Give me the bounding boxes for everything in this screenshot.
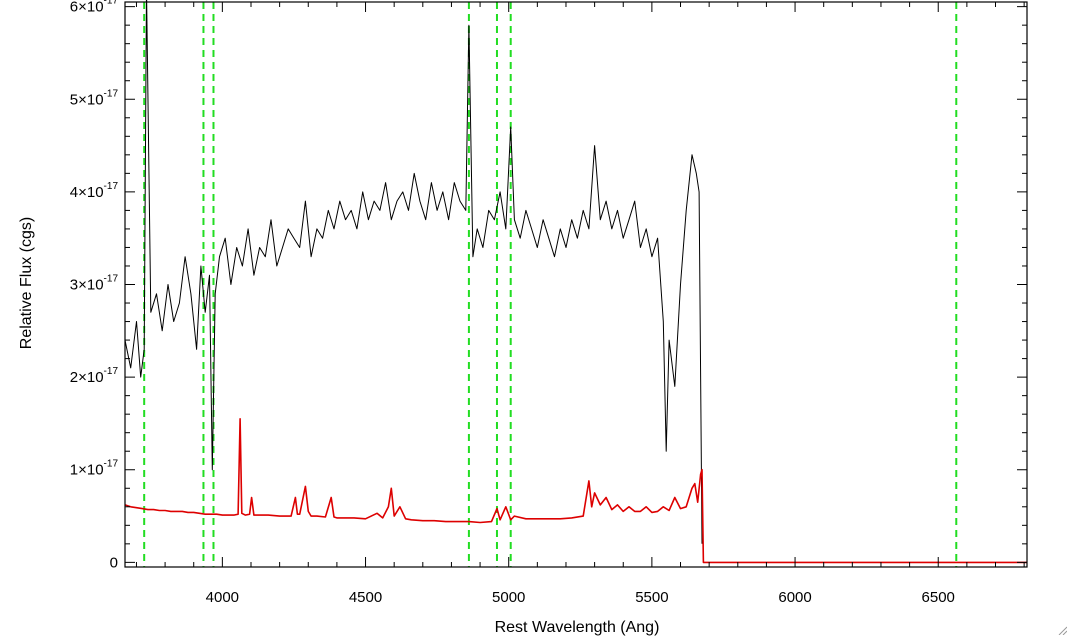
x-tick-label: 5000 — [492, 589, 525, 606]
series-line-1 — [124, 417, 1027, 564]
x-axis-title: Rest Wavelength (Ang) — [495, 619, 660, 636]
y-tick-label: 6×10-17 — [70, 0, 119, 16]
x-tick-label: 6500 — [922, 589, 955, 606]
y-tick-label: 1×10-17 — [70, 459, 119, 479]
tick-labels: 4000 4500 5000 5500 6000 6500 0 1×10-17 2×10-17 3… — [70, 0, 955, 606]
x-tick-label: 4000 — [206, 589, 239, 606]
x-tick-label: 5500 — [635, 589, 668, 606]
resize-grip-icon[interactable] — [1057, 625, 1067, 635]
y-tick-label: 5×10-17 — [70, 88, 119, 108]
series-line-0 — [124, 0, 703, 544]
tick-marks — [125, 2, 1027, 567]
y-axis-title: Relative Flux (cgs) — [18, 217, 35, 349]
y-tick-label: 4×10-17 — [70, 181, 119, 201]
x-tick-label: 6000 — [778, 589, 811, 606]
axes-box — [124, 1, 1028, 568]
x-tick-label: 4500 — [349, 589, 382, 606]
y-tick-label: 0 — [110, 554, 118, 571]
y-tick-label: 3×10-17 — [70, 274, 119, 294]
series-group — [124, 0, 1027, 564]
plot-frame — [124, 1, 1028, 568]
y-tick-label: 2×10-17 — [70, 366, 119, 386]
reference-lines — [143, 2, 958, 567]
